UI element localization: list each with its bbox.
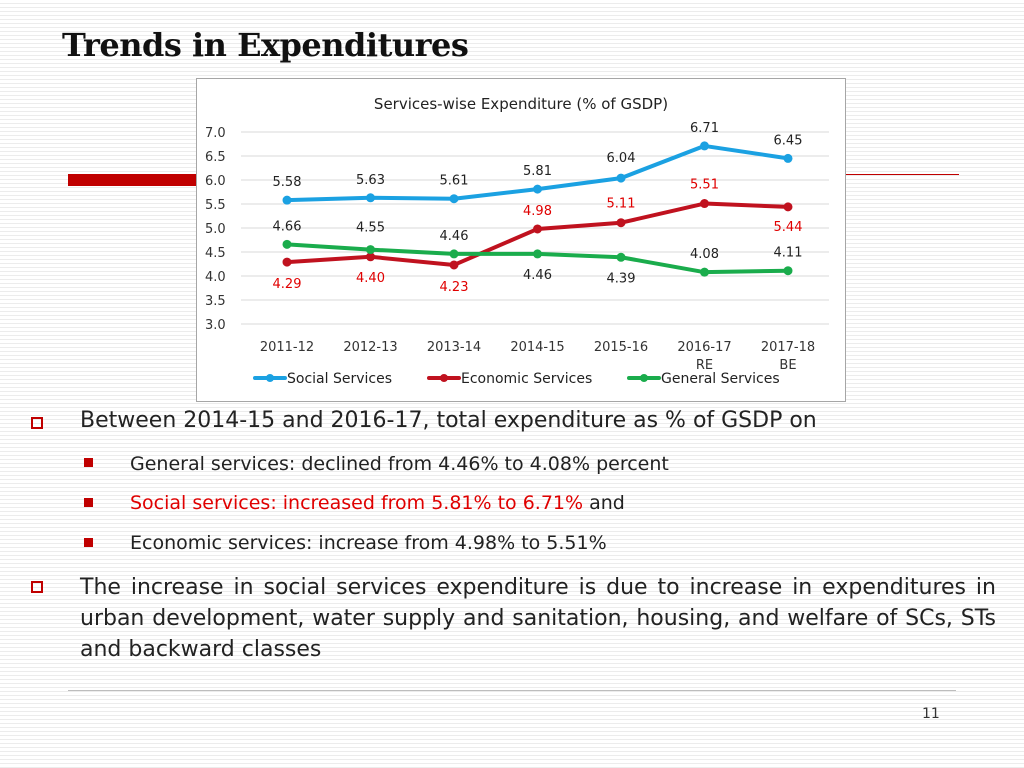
data-label: 4.29 (273, 277, 302, 292)
data-point (533, 184, 542, 194)
data-point (366, 193, 375, 203)
bullet-main-1: Between 2014-15 and 2016-17, total expen… (80, 408, 817, 433)
x-tick-label: 2011-12 (260, 340, 314, 355)
x-tick-label: BE (779, 358, 796, 373)
y-tick-label: 4.5 (205, 246, 226, 261)
data-point (366, 245, 375, 255)
chart-container: Services-wise Expenditure (% of GSDP) 3.0… (196, 78, 846, 402)
data-point (783, 153, 793, 163)
data-point (783, 266, 793, 276)
line-chart: Services-wise Expenditure (% of GSDP) 3.0… (205, 95, 829, 387)
slide-title: Trends in Expenditures (62, 26, 469, 64)
y-tick-label: 5.5 (205, 198, 226, 213)
data-label: 4.98 (523, 204, 552, 219)
footer-divider (68, 690, 956, 691)
x-tick-label: 2014-15 (510, 340, 564, 355)
x-tick-label: 2013-14 (427, 340, 481, 355)
data-label: 6.04 (607, 151, 636, 166)
data-point (700, 141, 709, 151)
data-point (282, 239, 292, 249)
data-label: 4.11 (774, 246, 803, 261)
legend-marker (440, 374, 448, 382)
bullet-square-icon (31, 581, 43, 593)
data-label: 4.55 (356, 221, 385, 236)
data-point (449, 260, 459, 270)
y-tick-label: 3.5 (205, 294, 226, 309)
sub-bullet-icon (84, 538, 93, 547)
y-tick-label: 7.0 (205, 126, 226, 141)
data-label: 5.58 (273, 175, 302, 190)
data-point (783, 202, 793, 212)
data-label: 4.23 (440, 280, 469, 295)
data-label: 4.46 (523, 268, 552, 283)
data-label: 5.44 (774, 220, 803, 235)
x-tick-label: 2012-13 (343, 340, 397, 355)
data-point (616, 173, 626, 183)
data-label: 6.45 (774, 133, 803, 148)
x-tick-label: 2015-16 (594, 340, 648, 355)
data-label: 4.40 (356, 271, 385, 286)
data-label: 5.61 (440, 174, 469, 189)
data-label: 5.11 (607, 197, 636, 212)
y-tick-label: 4.0 (205, 270, 226, 285)
sub-bullet-general: General services: declined from 4.46% to… (130, 453, 669, 475)
sub-bullet-social-highlight: Social services: increased from 5.81% to… (130, 492, 584, 514)
data-label: 4.39 (607, 271, 636, 286)
data-label: 5.63 (356, 173, 385, 188)
data-point (449, 249, 459, 259)
data-label: 4.66 (273, 219, 302, 234)
data-label: 5.81 (523, 164, 552, 179)
bullet-square-icon (31, 417, 43, 429)
sub-bullet-icon (84, 458, 93, 467)
data-point (449, 194, 459, 204)
y-tick-label: 5.0 (205, 222, 226, 237)
y-tick-label: 6.5 (205, 150, 226, 165)
sub-bullet-economic: Economic services: increase from 4.98% t… (130, 532, 607, 554)
data-point (533, 224, 542, 234)
data-point (700, 267, 709, 277)
data-point (282, 195, 292, 205)
data-point (616, 252, 626, 262)
data-label: 4.46 (440, 229, 469, 244)
page-number: 11 (922, 706, 940, 722)
data-label: 6.71 (690, 121, 719, 136)
legend-label: Social Services (287, 371, 392, 387)
chart-title: Services-wise Expenditure (% of GSDP) (374, 95, 668, 113)
data-label: 5.51 (690, 178, 719, 193)
accent-bar (68, 174, 200, 186)
data-point (282, 257, 292, 267)
x-tick-label: RE (696, 358, 713, 373)
data-label: 4.08 (690, 247, 719, 262)
x-tick-label: 2017-18 (761, 340, 815, 355)
y-tick-label: 6.0 (205, 174, 226, 189)
data-point (616, 218, 626, 228)
data-point (700, 199, 709, 209)
sub-bullet-social-tail: and (583, 492, 625, 514)
x-tick-label: 2016-17 (677, 340, 731, 355)
legend-marker (266, 374, 274, 382)
legend-label: Economic Services (461, 371, 592, 387)
bullet-main-2: The increase in social services expendit… (80, 575, 996, 662)
legend-label: General Services (661, 371, 780, 387)
y-tick-label: 3.0 (205, 318, 226, 333)
data-point (533, 249, 542, 259)
accent-line (843, 174, 959, 175)
sub-bullet-icon (84, 498, 93, 507)
sub-bullet-social: Social services: increased from 5.81% to… (130, 492, 625, 514)
legend-marker (640, 374, 648, 382)
